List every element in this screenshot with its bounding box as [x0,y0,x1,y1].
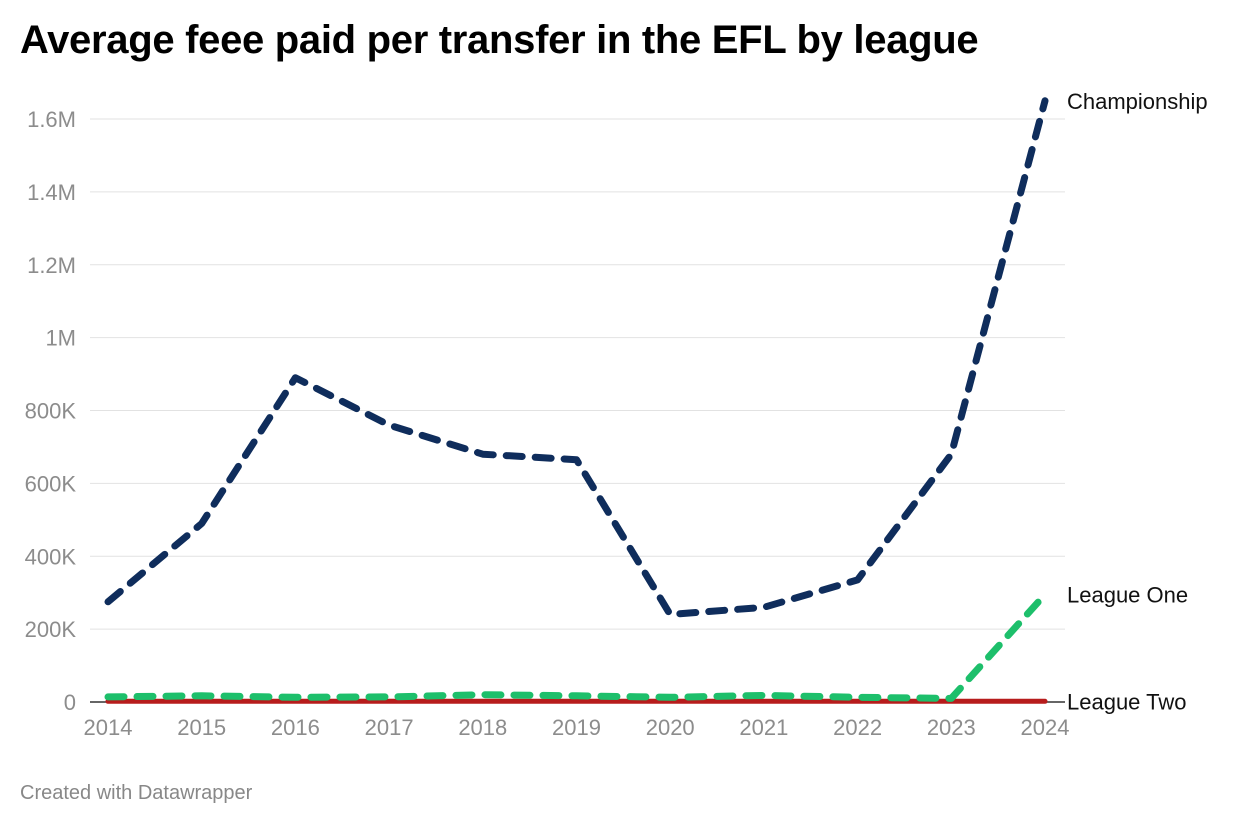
x-tick-label: 2019 [552,715,601,740]
y-tick-label: 1.6M [27,107,76,132]
y-tick-label: 1M [45,326,76,351]
x-tick-label: 2017 [365,715,414,740]
series-labels: Championship League One League Two [1067,89,1208,714]
series-label: Championship [1067,89,1208,114]
series-line-championship [104,97,1049,618]
y-tick-label: 0 [64,690,76,715]
x-tick-label: 2014 [84,715,133,740]
series-label: League One [1067,583,1188,608]
y-tick-label: 400K [25,544,77,569]
y-tick-label: 200K [25,617,77,642]
y-tick-label: 1.2M [27,253,76,278]
x-tick-label: 2022 [833,715,882,740]
x-tick-label: 2024 [1021,715,1070,740]
x-tick-label: 2015 [177,715,226,740]
y-tick-label: 1.4M [27,180,76,205]
gridlines [90,118,1065,703]
x-axis-ticks: 2014 2015 2016 2017 2018 2019 2020 2021 2022 2023… [84,715,1070,740]
footer-credit: Created with Datawrapper [20,782,253,804]
x-tick-label: 2020 [646,715,695,740]
series-line-league-one [104,591,1049,702]
y-tick-label: 800K [25,399,77,424]
x-tick-label: 2018 [458,715,507,740]
y-tick-label: 600K [25,471,77,496]
series-lines [104,97,1049,704]
x-tick-label: 2016 [271,715,320,740]
x-tick-label: 2023 [927,715,976,740]
chart-title: Average feee paid per transfer in the EF… [20,18,979,62]
series-label: League Two [1067,689,1186,714]
y-axis-ticks: 0 200K 400K 600K 800K 1M 1.2M 1.4M 1.6M [25,107,77,715]
x-tick-label: 2021 [739,715,788,740]
